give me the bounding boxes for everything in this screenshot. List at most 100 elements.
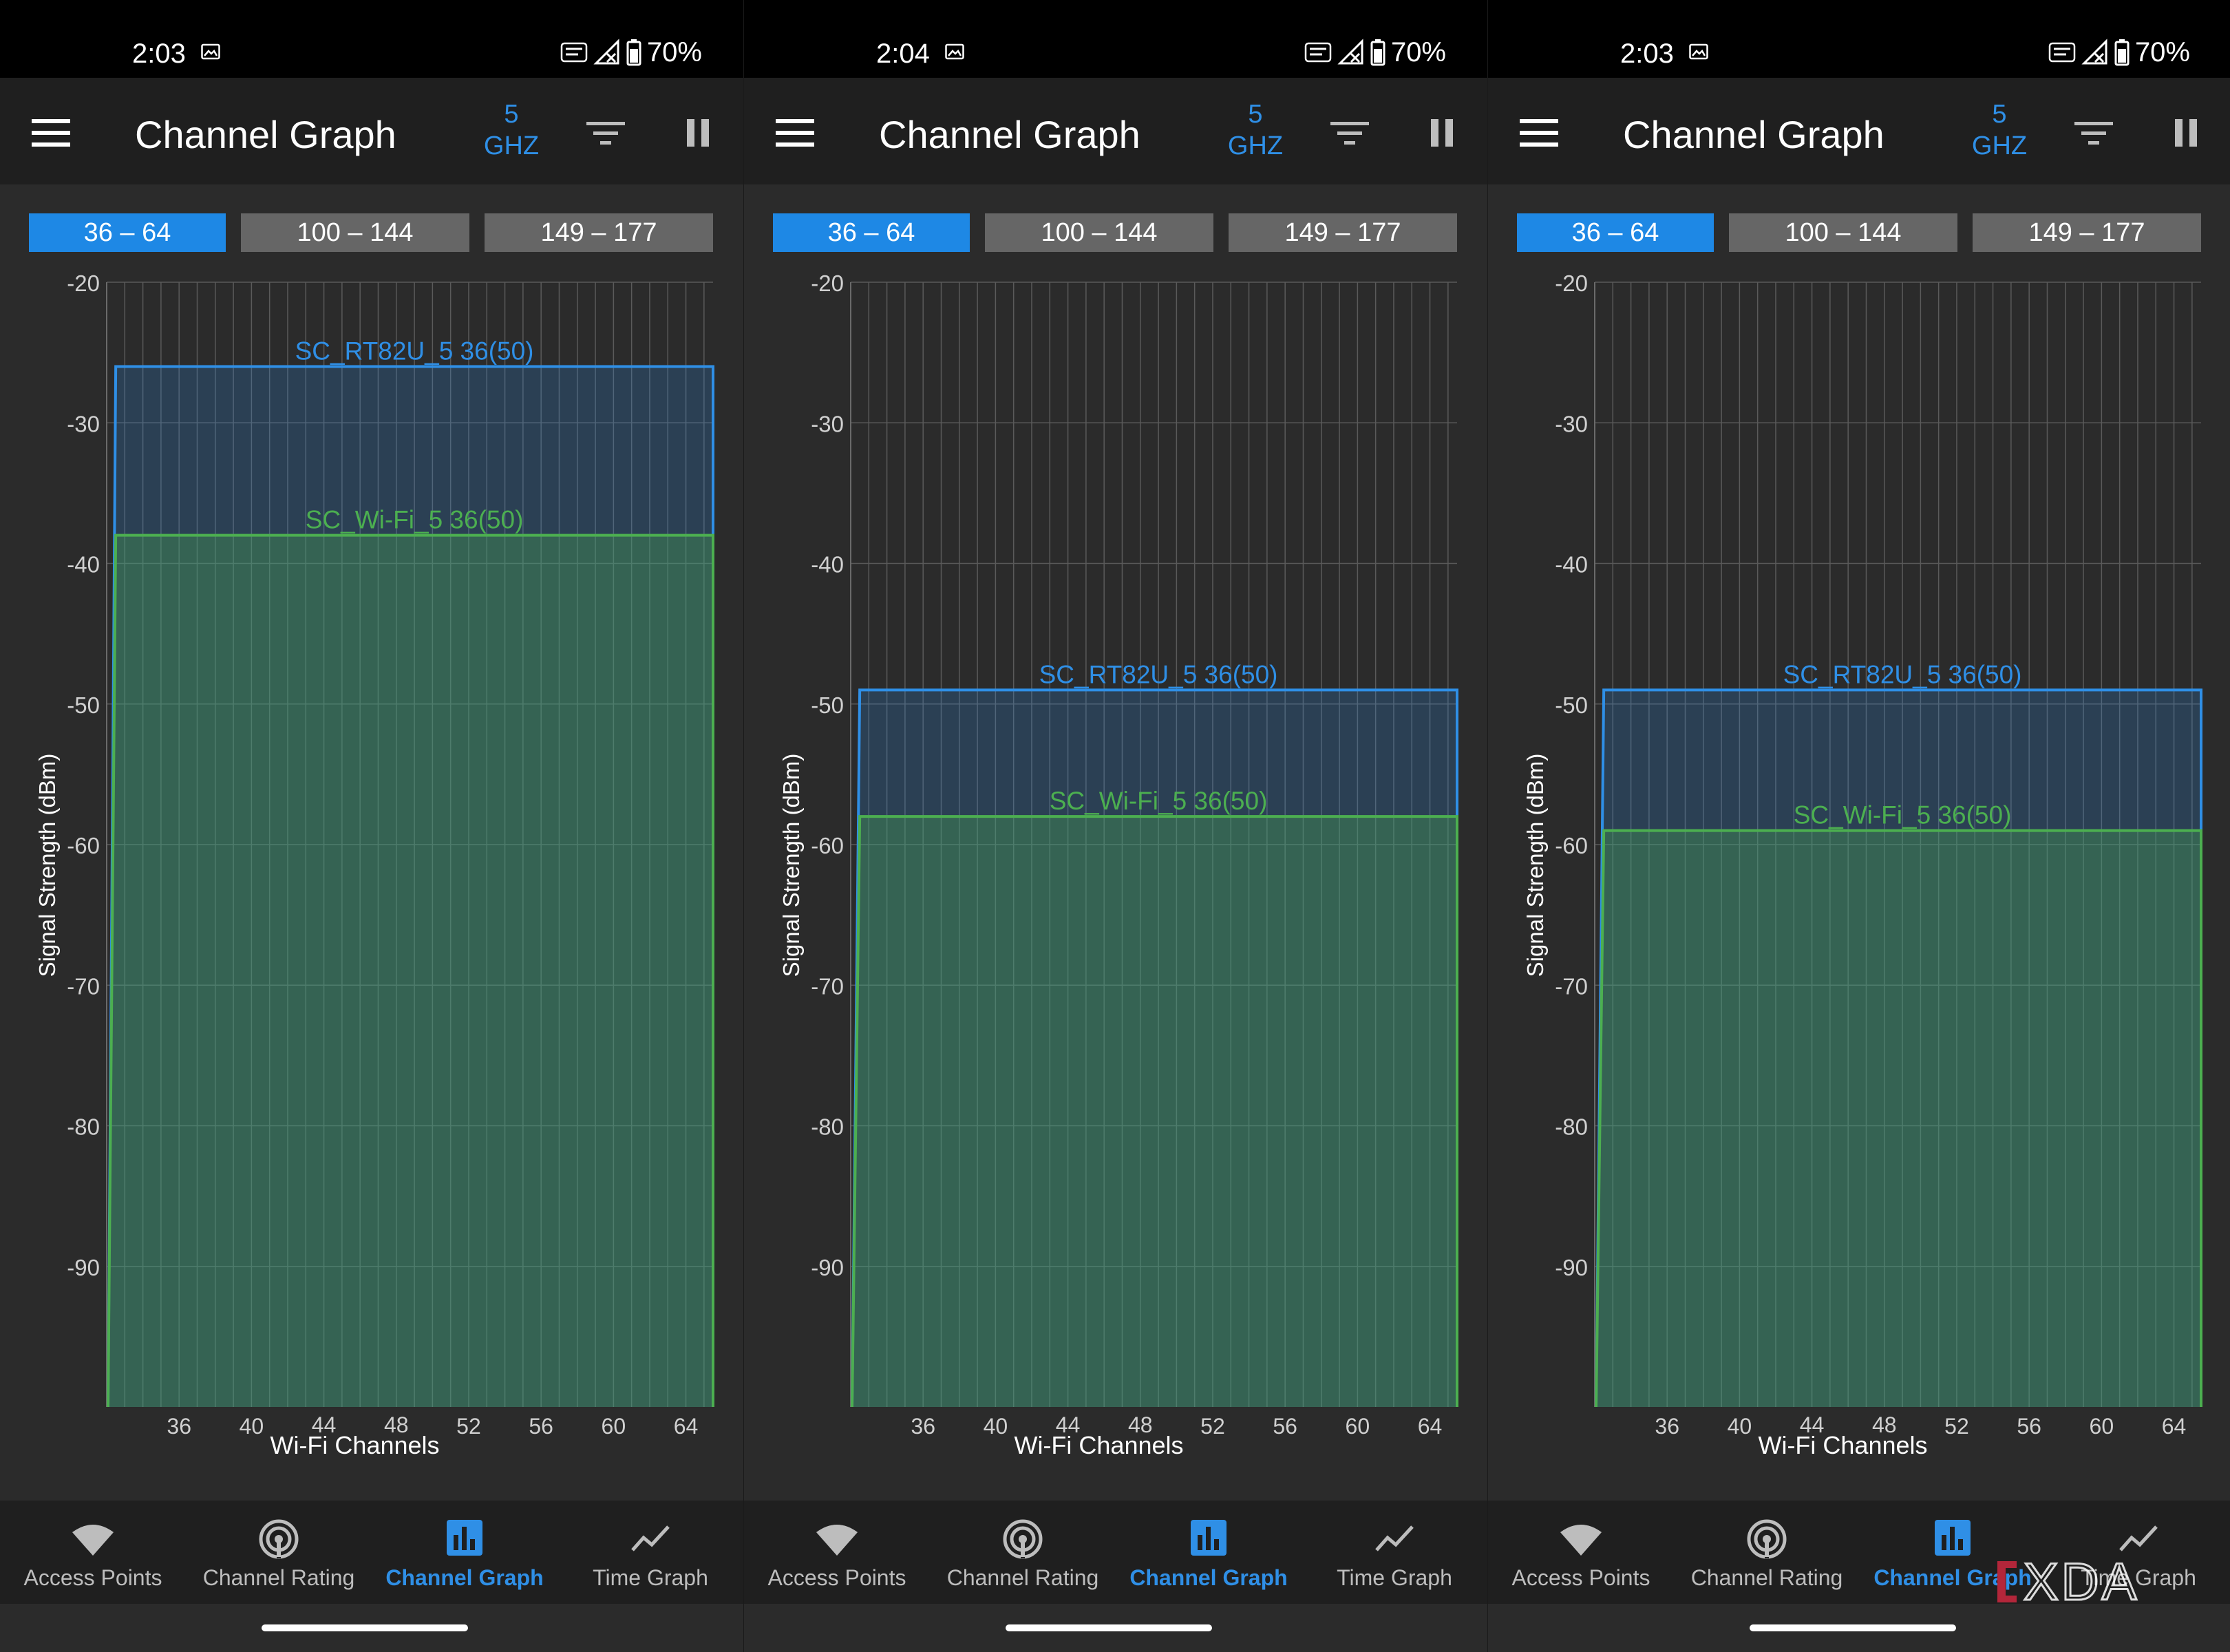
- nav-channel-graph[interactable]: Channel Graph: [372, 1501, 558, 1604]
- nav-time-graph[interactable]: Time Graph: [1302, 1501, 1487, 1604]
- bar-chart-icon: [1191, 1520, 1226, 1556]
- signal-area: [108, 366, 713, 1407]
- nav-label: Channel Rating: [202, 1565, 355, 1590]
- menu-icon[interactable]: [1520, 118, 1558, 148]
- nav-channel-graph[interactable]: Channel Graph: [1116, 1501, 1302, 1604]
- pause-icon[interactable]: [683, 116, 713, 149]
- home-indicator: [1750, 1624, 1956, 1631]
- bottom-navigation: Access Points Channel Rating: [0, 1501, 743, 1604]
- status-time: 2:03: [132, 39, 186, 69]
- x-tick-label: 60: [1346, 1414, 1370, 1439]
- nav-label: Time Graph: [2081, 1565, 2196, 1590]
- band-value: 5: [1992, 100, 2007, 129]
- nav-access-points[interactable]: Access Points: [1488, 1501, 1674, 1604]
- nav-time-graph[interactable]: Time Graph: [558, 1501, 743, 1604]
- refresh-rate-icon: [560, 42, 588, 63]
- status-right: 70%: [1304, 33, 1446, 72]
- y-tick-label: -60: [67, 833, 100, 858]
- tab-36-64[interactable]: 36 – 64: [29, 213, 226, 252]
- page-title: Channel Graph: [879, 113, 1140, 156]
- x-tick-label: 60: [2090, 1414, 2114, 1439]
- series-label: SC_RT82U_5 36(50): [1039, 660, 1278, 688]
- filter-icon[interactable]: [2074, 118, 2113, 148]
- nav-channel-rating[interactable]: Channel Rating: [186, 1501, 372, 1604]
- wifi-icon: [1560, 1525, 1602, 1556]
- nav-label: Access Points: [23, 1565, 162, 1590]
- x-tick-label: 56: [1273, 1414, 1297, 1439]
- filter-icon[interactable]: [1330, 118, 1369, 148]
- x-tick-label: 52: [456, 1414, 481, 1439]
- series-label: SC_Wi-Fi_5 36(50): [1794, 801, 2012, 829]
- series-label: SC_RT82U_5 36(50): [1783, 660, 2022, 688]
- menu-icon[interactable]: [32, 118, 70, 148]
- phone-screen: 2:03: [1488, 0, 2230, 1652]
- status-bar: 2:03: [0, 0, 743, 78]
- battery-percent: 70%: [646, 37, 702, 67]
- bar-chart-icon: [1935, 1520, 1971, 1556]
- y-tick-label: -30: [67, 411, 100, 436]
- band-unit: GHZ: [1971, 131, 2028, 160]
- channel-range-tabs: 36 – 64 100 – 144 149 – 177: [1517, 213, 2201, 252]
- nav-label: Channel Graph: [1129, 1565, 1288, 1590]
- channel-rating-icon: [1747, 1519, 1787, 1559]
- menu-icon[interactable]: [776, 118, 814, 148]
- x-tick-label: 64: [1418, 1414, 1443, 1439]
- battery-icon: [626, 39, 641, 66]
- x-tick-label: 60: [602, 1414, 626, 1439]
- tab-100-144[interactable]: 100 – 144: [241, 213, 469, 252]
- band-selector[interactable]: 5 GHZ: [475, 98, 548, 162]
- band-selector[interactable]: 5 GHZ: [1963, 98, 2036, 162]
- nav-time-graph[interactable]: Time Graph: [2046, 1501, 2230, 1604]
- tab-36-64[interactable]: 36 – 64: [773, 213, 970, 252]
- y-tick-label: -50: [67, 692, 100, 718]
- x-tick-label: 44: [1800, 1412, 1825, 1437]
- channel-range-tabs: 36 – 64 100 – 144 149 – 177: [29, 213, 713, 252]
- nav-channel-rating[interactable]: Channel Rating: [930, 1501, 1116, 1604]
- tab-149-177[interactable]: 149 – 177: [1229, 213, 1457, 252]
- y-tick-label: -90: [1555, 1255, 1588, 1280]
- x-tick-label: 36: [1655, 1414, 1679, 1439]
- status-bar: 2:04: [744, 0, 1487, 78]
- battery-percent: 70%: [1390, 37, 1446, 67]
- status-right: 70%: [560, 33, 702, 72]
- signal-outline: [107, 533, 714, 1408]
- y-tick-label: -30: [1555, 411, 1588, 436]
- band-value: 5: [1248, 100, 1263, 129]
- wifi-icon: [72, 1525, 114, 1556]
- status-time: 2:03: [1620, 39, 1674, 69]
- x-tick-label: 64: [674, 1414, 699, 1439]
- tab-36-64[interactable]: 36 – 64: [1517, 213, 1714, 252]
- y-tick-label: -80: [1555, 1114, 1588, 1140]
- image-notification-icon: [945, 43, 964, 60]
- signal-outline: [1595, 829, 2202, 1408]
- filter-icon[interactable]: [586, 118, 625, 148]
- line-chart-icon: [631, 1525, 670, 1552]
- battery-percent: 70%: [2134, 37, 2190, 67]
- nav-label: Channel Graph: [385, 1565, 544, 1590]
- pause-icon[interactable]: [2171, 116, 2201, 149]
- y-tick-label: -20: [811, 271, 844, 296]
- tab-100-144[interactable]: 100 – 144: [985, 213, 1213, 252]
- x-tick-label: 56: [2017, 1414, 2041, 1439]
- tab-100-144[interactable]: 100 – 144: [1729, 213, 1957, 252]
- tab-149-177[interactable]: 149 – 177: [485, 213, 713, 252]
- status-bar: 2:03: [1488, 0, 2230, 78]
- x-tick-label: 64: [2162, 1414, 2187, 1439]
- nav-access-points[interactable]: Access Points: [744, 1501, 930, 1604]
- nav-channel-rating[interactable]: Channel Rating: [1674, 1501, 1860, 1604]
- channel-rating-icon: [1003, 1519, 1043, 1559]
- y-axis-title: Signal Strength (dBm): [34, 754, 60, 977]
- app-bar: Channel Graph 5 GHZ: [744, 78, 1487, 184]
- band-selector[interactable]: 5 GHZ: [1219, 98, 1292, 162]
- xda-logo: XDA: [1997, 1552, 2138, 1609]
- line-chart-icon: [1375, 1525, 1414, 1552]
- status-right: 70%: [2048, 33, 2190, 72]
- band-unit: GHZ: [483, 131, 540, 160]
- nav-access-points[interactable]: Access Points: [0, 1501, 186, 1604]
- channel-range-tabs: 36 – 64 100 – 144 149 – 177: [773, 213, 1457, 252]
- pause-icon[interactable]: [1427, 116, 1457, 149]
- channel-graph-chart: SC_RT82U_5 36(50) SC_Wi-Fi_5 36(50) -20 -30…: [1522, 271, 2202, 1459]
- image-notification-icon: [1689, 43, 1708, 60]
- y-tick-label: -60: [1555, 833, 1588, 858]
- tab-149-177[interactable]: 149 – 177: [1973, 213, 2201, 252]
